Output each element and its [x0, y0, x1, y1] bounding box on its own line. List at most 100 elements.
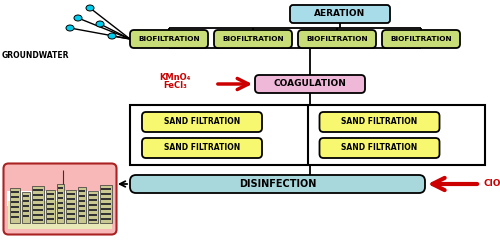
Text: SAND FILTRATION: SAND FILTRATION [342, 144, 417, 153]
Ellipse shape [108, 33, 116, 39]
Bar [101, 188, 111, 190]
Ellipse shape [86, 5, 94, 11]
Bar [79, 200, 85, 202]
Bar [78, 187, 86, 223]
FancyBboxPatch shape [290, 5, 390, 23]
Bar [33, 204, 43, 206]
Text: BIOFILTRATION: BIOFILTRATION [222, 36, 284, 42]
Text: KMnO₄: KMnO₄ [160, 73, 190, 83]
Bar [11, 216, 19, 218]
Text: COAGULATION: COAGULATION [274, 80, 346, 89]
Text: GROUNDWATER: GROUNDWATER [2, 51, 70, 60]
Bar [58, 192, 63, 194]
Ellipse shape [34, 191, 52, 201]
Bar [58, 202, 63, 204]
Ellipse shape [12, 191, 30, 201]
Bar [47, 218, 54, 220]
Bar [58, 187, 63, 189]
Bar [11, 196, 19, 198]
Bar [47, 203, 54, 205]
Bar [32, 186, 44, 223]
Bar [88, 191, 98, 223]
Bar [101, 198, 111, 200]
Bar [47, 193, 54, 195]
FancyBboxPatch shape [255, 75, 365, 93]
Bar [58, 207, 63, 209]
Bar [89, 199, 97, 201]
FancyBboxPatch shape [142, 138, 262, 158]
Ellipse shape [74, 15, 82, 21]
Ellipse shape [66, 25, 74, 31]
Bar [79, 215, 85, 217]
Bar [11, 191, 19, 193]
Bar [46, 190, 55, 223]
Bar [23, 195, 29, 197]
Text: FeCl₃: FeCl₃ [163, 81, 187, 90]
Bar [79, 195, 85, 197]
Bar [22, 192, 30, 223]
FancyBboxPatch shape [130, 30, 208, 48]
Bar [23, 205, 29, 207]
Bar [101, 213, 111, 215]
Bar [47, 213, 54, 215]
Bar [101, 203, 111, 205]
Ellipse shape [78, 191, 96, 201]
FancyBboxPatch shape [320, 138, 440, 158]
FancyBboxPatch shape [298, 30, 376, 48]
FancyBboxPatch shape [142, 112, 262, 132]
FancyBboxPatch shape [382, 30, 460, 48]
Bar [33, 214, 43, 216]
Bar [67, 198, 75, 200]
Bar [79, 210, 85, 212]
Ellipse shape [56, 191, 74, 201]
Bar [11, 201, 19, 203]
Bar [11, 211, 19, 213]
Bar [58, 217, 63, 219]
Bar [79, 190, 85, 192]
Bar [67, 208, 75, 210]
Bar [58, 197, 63, 199]
Bar [23, 215, 29, 217]
Text: AERATION: AERATION [314, 9, 366, 19]
FancyBboxPatch shape [320, 112, 440, 132]
Bar [100, 185, 112, 223]
Text: BIOFILTRATION: BIOFILTRATION [138, 36, 200, 42]
Text: SAND FILTRATION: SAND FILTRATION [164, 144, 240, 153]
Text: BIOFILTRATION: BIOFILTRATION [306, 36, 368, 42]
Bar [89, 194, 97, 196]
Text: BIOFILTRATION: BIOFILTRATION [390, 36, 452, 42]
Bar [130, 105, 485, 165]
Bar [57, 184, 64, 223]
Bar [101, 218, 111, 220]
FancyBboxPatch shape [4, 163, 116, 235]
Bar [47, 198, 54, 200]
FancyBboxPatch shape [130, 175, 425, 193]
Bar [89, 219, 97, 221]
Bar [23, 210, 29, 212]
Text: SAND FILTRATION: SAND FILTRATION [164, 118, 240, 126]
Ellipse shape [96, 21, 104, 27]
Bar [89, 214, 97, 216]
Bar [89, 209, 97, 211]
Bar [11, 206, 19, 208]
Bar [101, 208, 111, 210]
Bar [33, 199, 43, 201]
Bar [58, 212, 63, 214]
Bar [47, 208, 54, 210]
Bar [67, 203, 75, 205]
Bar [8, 201, 112, 229]
Bar [89, 204, 97, 206]
Ellipse shape [95, 191, 113, 201]
Text: SAND FILTRATION: SAND FILTRATION [342, 118, 417, 126]
Bar [33, 209, 43, 211]
FancyBboxPatch shape [214, 30, 292, 48]
Bar [67, 193, 75, 195]
Bar [67, 218, 75, 220]
Bar [67, 213, 75, 215]
Bar [10, 188, 20, 223]
Bar [66, 190, 76, 223]
Bar [7, 191, 113, 206]
Bar [33, 219, 43, 221]
Bar [33, 194, 43, 196]
Bar [79, 205, 85, 207]
